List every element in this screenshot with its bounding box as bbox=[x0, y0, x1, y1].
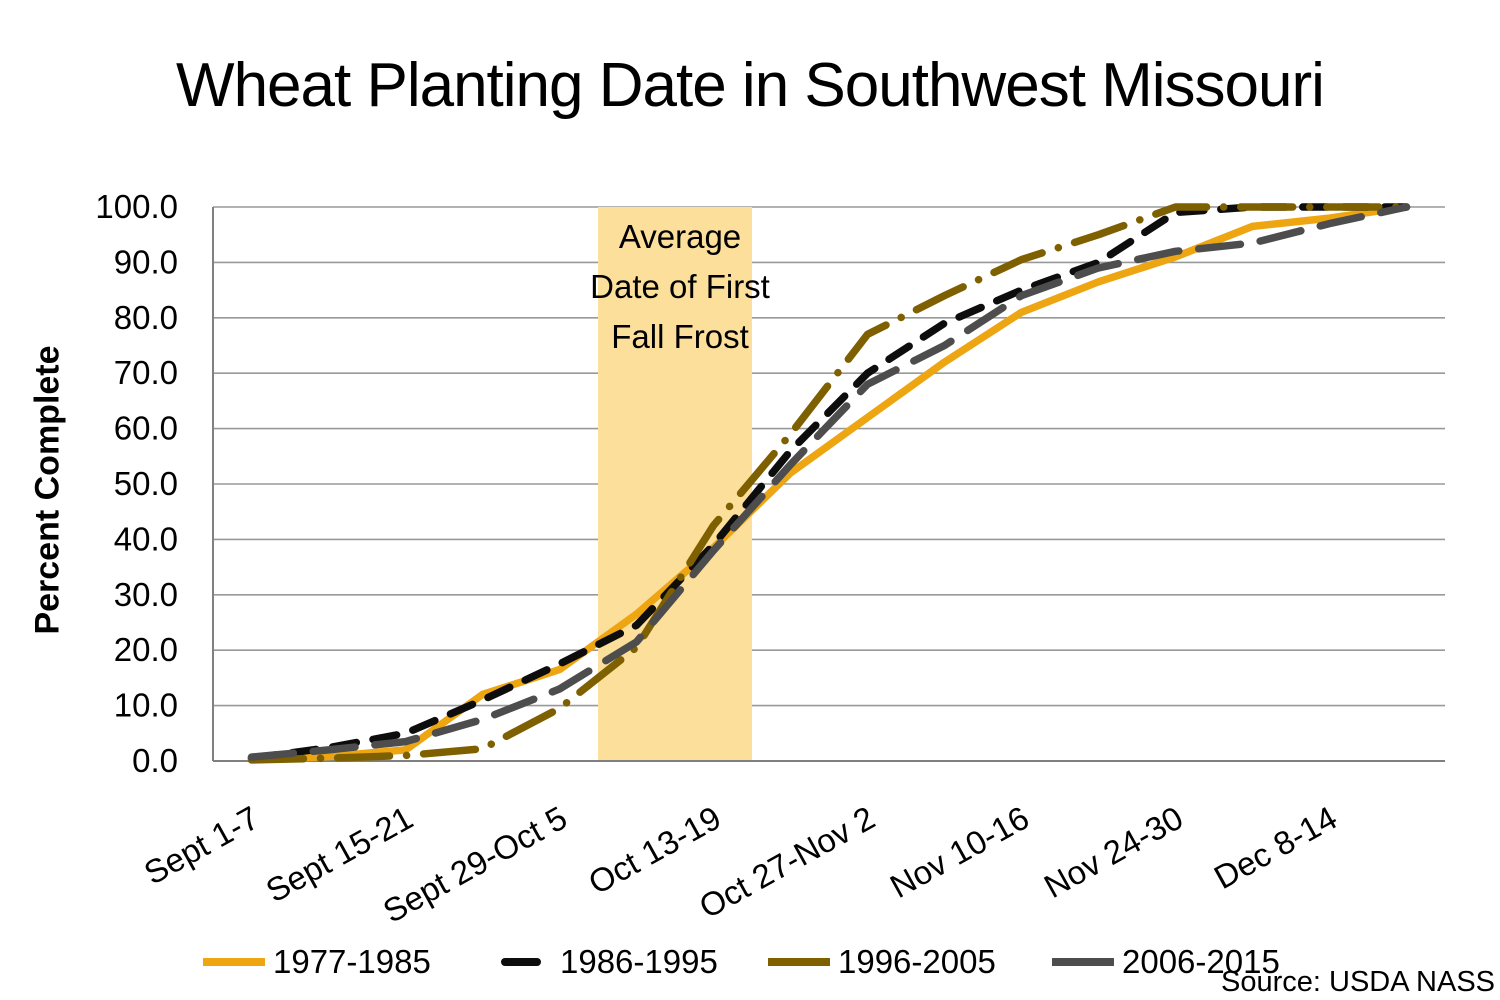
y-tick-label: 60.0 bbox=[114, 410, 178, 447]
y-tick-label: 100.0 bbox=[95, 188, 178, 225]
x-tick-label: Nov 10-16 bbox=[884, 799, 1035, 905]
series-line-1977-1985 bbox=[247, 203, 1411, 764]
source-note: Source: USDA NASS bbox=[1221, 966, 1495, 998]
y-tick-label: 20.0 bbox=[114, 631, 178, 668]
chart-title: Wheat Planting Date in Southwest Missour… bbox=[176, 51, 1325, 120]
frost-band bbox=[598, 207, 752, 761]
x-tick-label: Oct 27-Nov 2 bbox=[693, 799, 881, 926]
series-line-1986-1995 bbox=[247, 203, 1411, 762]
x-tick-label: Dec 8-14 bbox=[1208, 799, 1343, 896]
x-tick-label: Sept 1-7 bbox=[138, 799, 265, 892]
y-axis-title: Percent Complete bbox=[28, 345, 67, 635]
series-line-1996-2005 bbox=[247, 203, 1411, 764]
y-tick-label: 10.0 bbox=[114, 687, 178, 724]
y-tick-label: 70.0 bbox=[114, 354, 178, 391]
y-tick-label: 50.0 bbox=[114, 465, 178, 502]
y-tick-label: 0.0 bbox=[132, 742, 178, 779]
y-tick-label: 30.0 bbox=[114, 576, 178, 613]
y-tick-label: 40.0 bbox=[114, 520, 178, 557]
x-tick-label: Nov 24-30 bbox=[1038, 799, 1189, 905]
y-tick-label: 80.0 bbox=[114, 299, 178, 336]
y-tick-label: 90.0 bbox=[114, 243, 178, 280]
series-line-2006-2015 bbox=[247, 203, 1411, 761]
